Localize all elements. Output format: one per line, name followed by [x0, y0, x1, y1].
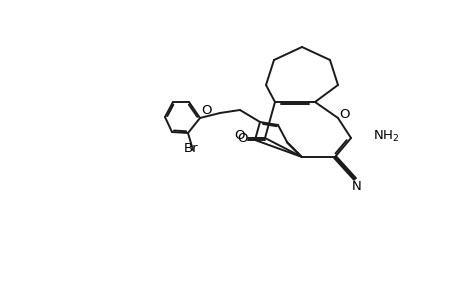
Text: O: O	[237, 131, 247, 145]
Text: O: O	[201, 103, 212, 116]
Text: O: O	[339, 107, 349, 121]
Text: O: O	[234, 128, 245, 142]
Text: N: N	[351, 181, 361, 194]
Text: NH$_2$: NH$_2$	[372, 128, 398, 144]
Text: Br: Br	[183, 142, 198, 155]
